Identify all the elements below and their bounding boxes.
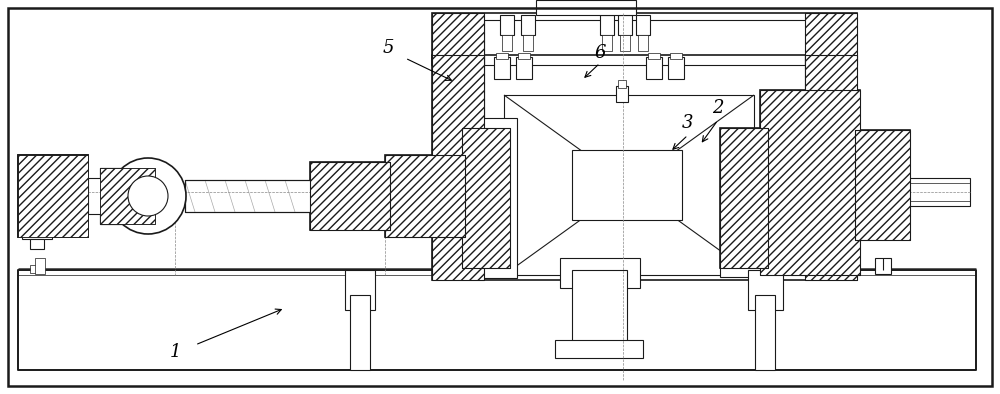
Bar xyxy=(504,95,754,275)
Bar xyxy=(536,0,636,15)
Bar xyxy=(385,155,465,237)
Bar xyxy=(100,168,155,224)
Bar xyxy=(720,255,768,277)
Bar xyxy=(458,220,470,230)
Bar xyxy=(602,35,612,51)
Bar xyxy=(462,181,476,195)
Bar xyxy=(432,13,484,65)
Bar xyxy=(720,128,768,268)
Bar xyxy=(600,15,614,35)
Bar xyxy=(720,128,768,268)
Bar xyxy=(616,86,628,102)
Bar xyxy=(500,15,514,35)
Bar xyxy=(310,162,390,230)
Bar xyxy=(875,258,891,274)
Text: 1: 1 xyxy=(169,343,181,361)
Bar xyxy=(30,265,40,273)
Bar xyxy=(668,57,684,79)
Bar xyxy=(458,235,470,245)
Bar xyxy=(518,53,530,59)
Bar xyxy=(494,57,510,79)
Bar xyxy=(22,225,52,239)
Text: 2: 2 xyxy=(712,99,724,117)
Bar xyxy=(805,55,857,280)
Text: 5: 5 xyxy=(382,39,394,57)
Bar xyxy=(400,168,448,224)
Text: 6: 6 xyxy=(594,44,606,62)
Bar xyxy=(855,130,910,240)
Bar xyxy=(636,15,650,35)
Bar xyxy=(670,53,682,59)
Bar xyxy=(350,295,370,370)
Bar xyxy=(560,258,640,288)
Bar xyxy=(484,20,809,58)
Bar xyxy=(458,145,470,155)
Circle shape xyxy=(128,176,168,216)
Bar xyxy=(18,155,88,237)
Bar xyxy=(18,270,976,370)
Bar xyxy=(572,150,682,220)
Bar xyxy=(720,128,768,268)
Bar xyxy=(555,340,643,358)
Bar xyxy=(455,118,517,278)
Bar xyxy=(18,155,88,237)
Bar xyxy=(905,178,970,206)
Bar xyxy=(385,155,465,237)
Bar xyxy=(458,130,470,140)
Bar xyxy=(805,55,857,280)
Bar xyxy=(18,155,88,237)
Bar xyxy=(646,57,662,79)
Bar xyxy=(805,13,857,65)
Text: 3: 3 xyxy=(682,114,694,132)
Bar xyxy=(523,35,533,51)
Bar xyxy=(310,162,390,230)
Bar xyxy=(502,35,512,51)
Bar xyxy=(521,15,535,35)
Circle shape xyxy=(110,158,186,234)
Bar xyxy=(185,180,315,212)
Bar xyxy=(88,178,106,214)
Bar xyxy=(760,90,860,275)
Bar xyxy=(100,168,155,224)
Bar xyxy=(760,90,860,275)
Bar xyxy=(855,130,910,240)
Bar xyxy=(805,13,857,65)
Bar xyxy=(385,155,465,237)
Bar xyxy=(30,239,44,249)
Bar xyxy=(100,168,155,224)
Bar xyxy=(432,13,857,65)
Bar xyxy=(462,200,476,214)
Bar xyxy=(748,270,783,310)
Bar xyxy=(572,270,627,350)
Bar xyxy=(648,53,660,59)
Bar xyxy=(462,128,510,268)
Bar xyxy=(638,35,648,51)
Bar xyxy=(18,155,88,237)
Bar xyxy=(620,35,630,51)
Bar xyxy=(760,90,860,275)
Bar xyxy=(462,128,510,268)
Bar xyxy=(496,53,508,59)
Bar xyxy=(185,180,315,212)
Bar xyxy=(618,15,632,35)
Bar xyxy=(345,270,375,310)
Bar xyxy=(432,55,857,280)
Bar xyxy=(855,130,910,240)
Bar xyxy=(462,128,510,268)
Bar xyxy=(432,13,484,65)
Bar xyxy=(432,55,484,280)
Bar xyxy=(310,162,390,230)
Bar xyxy=(755,295,775,370)
Bar xyxy=(516,57,532,79)
Bar xyxy=(618,80,626,88)
Bar xyxy=(100,168,155,224)
Bar xyxy=(35,258,45,274)
Bar xyxy=(432,55,484,280)
